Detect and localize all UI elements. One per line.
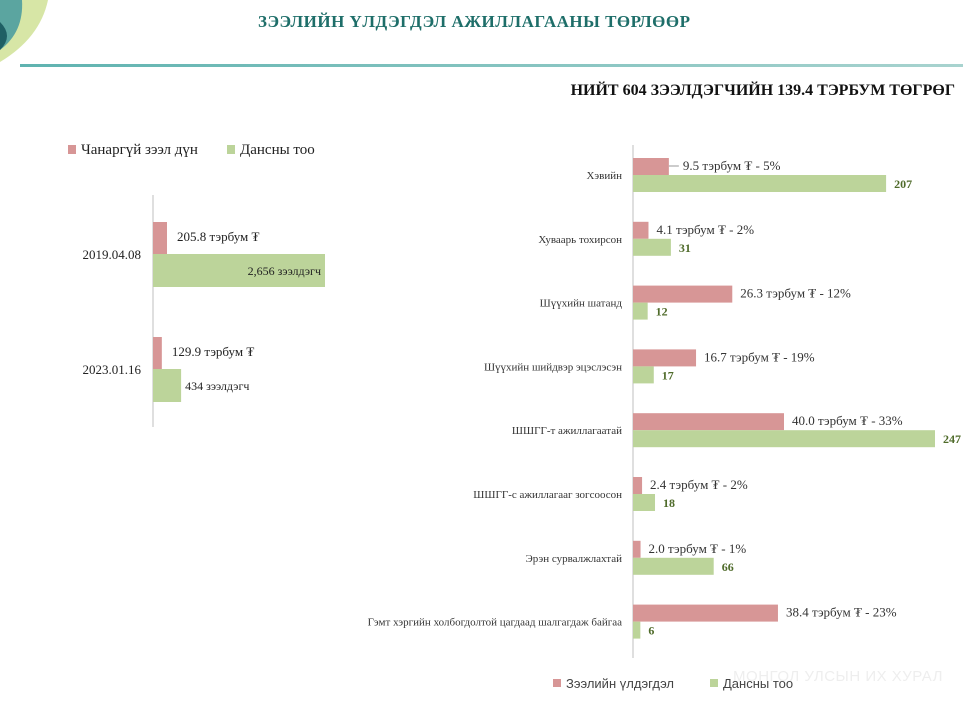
category-label: Хуваарь тохирсон — [538, 234, 622, 246]
bar-account-count — [633, 494, 655, 511]
corner-decoration — [0, 0, 60, 66]
bar-loan-balance — [633, 349, 696, 366]
data-label-accounts: 6 — [648, 624, 654, 638]
data-label-loan: 16.7 тэрбум ₮ - 19% — [704, 349, 815, 364]
bar-account-count — [633, 175, 886, 192]
bar-loan-balance — [633, 605, 778, 622]
data-label-accounts: 18 — [663, 496, 675, 510]
data-label-loan: 9.5 тэрбум ₮ - 5% — [683, 158, 781, 173]
data-label-loan: 2.4 тэрбум ₮ - 2% — [650, 477, 748, 492]
title-divider — [20, 64, 963, 67]
category-label: Шүүхийн шийдвэр эцэслэсэн — [484, 361, 622, 373]
category-label: Гэмт хэргийн холбогдолтой цагдаад шалгаг… — [368, 617, 623, 629]
legend-swatch-1 — [553, 679, 561, 687]
bar-loan-balance — [633, 413, 784, 430]
data-label-accounts: 207 — [894, 177, 912, 191]
legend-swatch-2 — [710, 679, 718, 687]
data-label-accounts: 66 — [722, 560, 734, 574]
category-label: ШШГГ-т ажиллагаатай — [512, 425, 622, 437]
bar-account-count — [633, 430, 935, 447]
category-label: ШШГГ-с ажиллагааг зогсоосон — [473, 489, 622, 501]
data-label-accounts: 31 — [679, 241, 691, 255]
bar-account-count — [633, 366, 654, 383]
bar-account-count — [633, 239, 671, 256]
bar-loan-balance — [633, 541, 641, 558]
bar-account-count — [633, 558, 714, 575]
data-label-loan: 26.3 тэрбум ₮ - 12% — [740, 286, 851, 301]
data-label-accounts: 17 — [662, 368, 674, 382]
page-subtitle: НИЙТ 604 ЗЭЭЛДЭГЧИЙН 139.4 ТЭРБУМ ТӨГРӨГ — [571, 82, 955, 100]
data-label-accounts: 247 — [943, 432, 961, 446]
data-label-accounts: 12 — [656, 305, 668, 319]
data-label-loan: 38.4 тэрбум ₮ - 23% — [786, 605, 897, 620]
bar-account-count — [633, 303, 648, 320]
chart-loan-status: Хэвийн 9.5 тэрбум ₮ - 5% 207 Хуваарь тохирс… — [0, 140, 963, 703]
data-label-loan: 4.1 тэрбум ₮ - 2% — [656, 222, 754, 237]
bar-loan-balance — [633, 286, 732, 303]
category-label: Шүүхийн шатанд — [540, 298, 623, 310]
bar-loan-balance — [633, 158, 669, 175]
bar-loan-balance — [633, 477, 642, 494]
watermark-text: МОНГОЛ УЛСЫН ИХ ХУРАЛ — [733, 668, 943, 685]
page-title: ЗЭЭЛИЙН ҮЛДЭГДЭЛ АЖИЛЛАГААНЫ ТӨРЛӨӨР — [258, 12, 690, 32]
bar-account-count — [633, 622, 640, 639]
data-label-loan: 40.0 тэрбум ₮ - 33% — [792, 413, 903, 428]
bar-loan-balance — [633, 222, 648, 239]
legend-label-1: Зээлийн үлдэгдэл — [566, 676, 674, 691]
data-label-loan: 2.0 тэрбум ₮ - 1% — [649, 541, 747, 556]
category-label: Эрэн сурвалжлахтай — [525, 553, 622, 565]
category-label: Хэвийн — [586, 170, 622, 182]
